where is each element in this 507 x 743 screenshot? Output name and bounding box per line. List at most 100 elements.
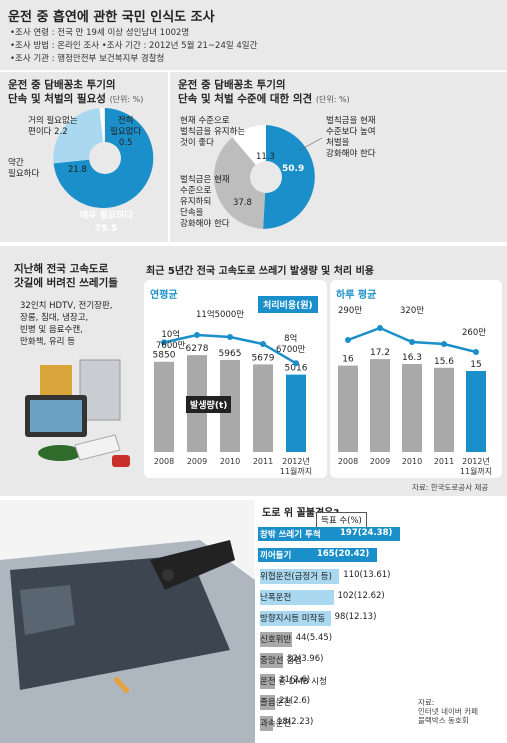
bad-manner-label-5: 신호위반: [260, 635, 292, 645]
bar-value-1: 17.2: [370, 348, 390, 358]
side-mirror-icon: [20, 585, 75, 635]
daily-chart-title: 하루 평균: [336, 290, 377, 301]
bar-value-2: 5965: [219, 349, 242, 359]
bar-0: [338, 365, 358, 452]
bar-1: [370, 359, 390, 452]
pie2-slice-enforce: [214, 137, 266, 229]
source-highway: 자료: 한국도로공사 제공: [412, 483, 489, 492]
bar-2: [402, 363, 422, 452]
tick-label-0-0: 2008: [154, 457, 174, 466]
tick-label-2-0: 2010: [220, 457, 240, 466]
trash-items: 32인치 HDTV, 전기장판, 장롱, 침대, 냉장고, 빈병 및 음료수캔, 만화…: [20, 301, 113, 347]
tick-label-4-1: 11월까지: [460, 466, 492, 476]
chart-main-title: 최근 5년간 전국 고속도로 쓰레기 발생량 및 처리 비용: [146, 266, 375, 277]
pie2-hole: [250, 161, 282, 193]
pie2-slice-strengthen: [263, 125, 315, 229]
cost-point-0: [345, 337, 351, 343]
bad-manner-value-6: 32(3.96): [287, 654, 324, 664]
pie2-label-strengthen: 벌칙금을 현재 수준보다 높여 처벌을 강화해야 한다: [326, 116, 376, 159]
tick-label-3-0: 2011: [434, 457, 454, 466]
tick-label-3-0: 2011: [253, 457, 273, 466]
annual-line-label-0: 10억 7600만: [156, 330, 186, 351]
tick-label-0-0: 2008: [338, 457, 358, 466]
pie1-hole: [89, 142, 121, 174]
bottle-icon: [38, 445, 82, 461]
pie1-donut: [53, 107, 154, 208]
bad-manner-label-1: 끼어들기: [260, 551, 292, 561]
cost-point-3: [441, 341, 447, 347]
bad-manner-value-7: 21(2.6): [279, 675, 311, 685]
bar-value-3: 5679: [252, 353, 275, 363]
car-illustration: [0, 500, 255, 743]
bad-manner-bar-2: [260, 569, 340, 584]
annual-series-label: 발생량(t): [186, 396, 232, 413]
bad-manner-label-6: 중앙선 침범: [260, 656, 302, 666]
cost-point-0: [161, 339, 167, 346]
bad-manner-bar-5: [260, 632, 292, 647]
annual-chart: 5850 2008 6278 2009 5965 2010 5679 2011 5016 2012…: [153, 332, 312, 476]
tick-label-2-0: 2010: [402, 457, 422, 466]
pie2-title: 운전 중 담배꽁초 투기의 단속 및 처벌 수준에 대한 의견 (단위: %): [178, 79, 350, 105]
bad-manner-value-5: 44(5.45): [295, 633, 333, 643]
annual-chart-title: 연평균: [150, 290, 178, 301]
annual-line-label-2: 8억 6700만: [276, 334, 306, 355]
bad-manner-value-9: 18(2.23): [276, 717, 314, 727]
bad-manner-bar-6: [260, 653, 284, 668]
bad-manner-label-2: 위협운전(급정거 등): [260, 572, 332, 582]
bad-manners-title: 도로 위 꼴불견은?: [262, 508, 340, 519]
bar-value-3: 15.6: [434, 357, 454, 367]
annual-line-label: 처리비용(원): [258, 296, 318, 313]
cost-point-1: [377, 325, 383, 331]
bad-manner-bar-0: [258, 527, 400, 541]
pie1-title: 운전 중 담배꽁초 투기의 단속 및 처벌의 필요성 (단위: %): [8, 79, 144, 105]
cost-point-1: [194, 332, 200, 338]
tick-label-1-0: 2009: [187, 457, 207, 466]
cost-point-3: [260, 341, 266, 347]
daily-line-label-1: 320만: [400, 306, 425, 316]
bar-value-4: 5016: [285, 364, 308, 374]
page-title: 운전 중 흡연에 관한 국민 인식도 조사: [8, 10, 215, 25]
cigarette-icon: [113, 676, 130, 694]
pie1-value-very: 75.5: [95, 224, 118, 234]
annual-line-label-1: 11억5000만: [196, 310, 245, 320]
bad-manner-bar-9: [260, 716, 273, 731]
source-cafe: 자료: 인터넷 네이버 카페 블랙박스 동호회: [418, 698, 478, 725]
bad-manner-bar-8: [260, 695, 276, 710]
pie2-value-keep: 11.3: [256, 152, 275, 162]
bar-3: [253, 364, 273, 452]
drawer-icon: [40, 365, 72, 395]
cost-point-2: [227, 334, 233, 340]
survey-meta-age: •조사 연령 : 전국 만 19세 이상 성인남녀 1002명: [10, 28, 190, 38]
pie2-label-enforce: 벌칙금은 현재 수준으로 유지하되 단속을 강화해야 한다: [180, 175, 230, 229]
pie2-value-strengthen: 50.9: [282, 164, 305, 174]
bad-manner-label-0: 창밖 쓰레기 투척: [260, 530, 321, 540]
bad-manner-value-1: 165(20.42): [316, 549, 370, 559]
pie1-label-very: 매우 필요하다: [80, 211, 133, 221]
daily-line-label-2: 260만: [462, 328, 487, 338]
daily-chart: 16 2008 17.2 2009 16.3 2010 15.6 2011 15 2012년11월…: [338, 325, 492, 476]
bar-value-0: 5850: [153, 351, 176, 361]
cost-point-4: [473, 349, 479, 355]
cost-point-4: [293, 360, 299, 367]
tick-label-4-0: 2012년: [282, 456, 310, 466]
tick-label-4-1: 11월까지: [280, 466, 312, 476]
pie1-label-somewhat: 약간 필요하다: [8, 158, 40, 179]
bad-manner-label-9: 과속운전: [260, 719, 292, 729]
bar-3: [434, 367, 454, 452]
bad-manner-bar-1: [258, 548, 377, 562]
bar-value-0: 16: [342, 355, 354, 365]
survey-header: [0, 0, 507, 70]
bad-manner-bar-4: [260, 611, 331, 626]
pie2-donut: [214, 125, 315, 229]
bad-manner-bar-7: [260, 674, 276, 689]
survey-meta-method: •조사 방법 : 온라인 조사 •조사 기간 : 2012년 5월 21~24일…: [10, 41, 258, 51]
bar-value-1: 6278: [186, 344, 209, 354]
pie2-value-enforce: 37.8: [233, 198, 252, 208]
tick-label-1-0: 2009: [370, 457, 390, 466]
hand-icon: [162, 569, 174, 581]
pie1-label-notmuch: 거의 필요없는 편이다 2.2: [28, 116, 78, 137]
pie1-slice-very: [53, 108, 154, 208]
bar-4: [466, 371, 486, 452]
daily-line-label-0: 290만: [338, 306, 363, 316]
bad-manner-value-3: 102(12.62): [337, 591, 385, 601]
